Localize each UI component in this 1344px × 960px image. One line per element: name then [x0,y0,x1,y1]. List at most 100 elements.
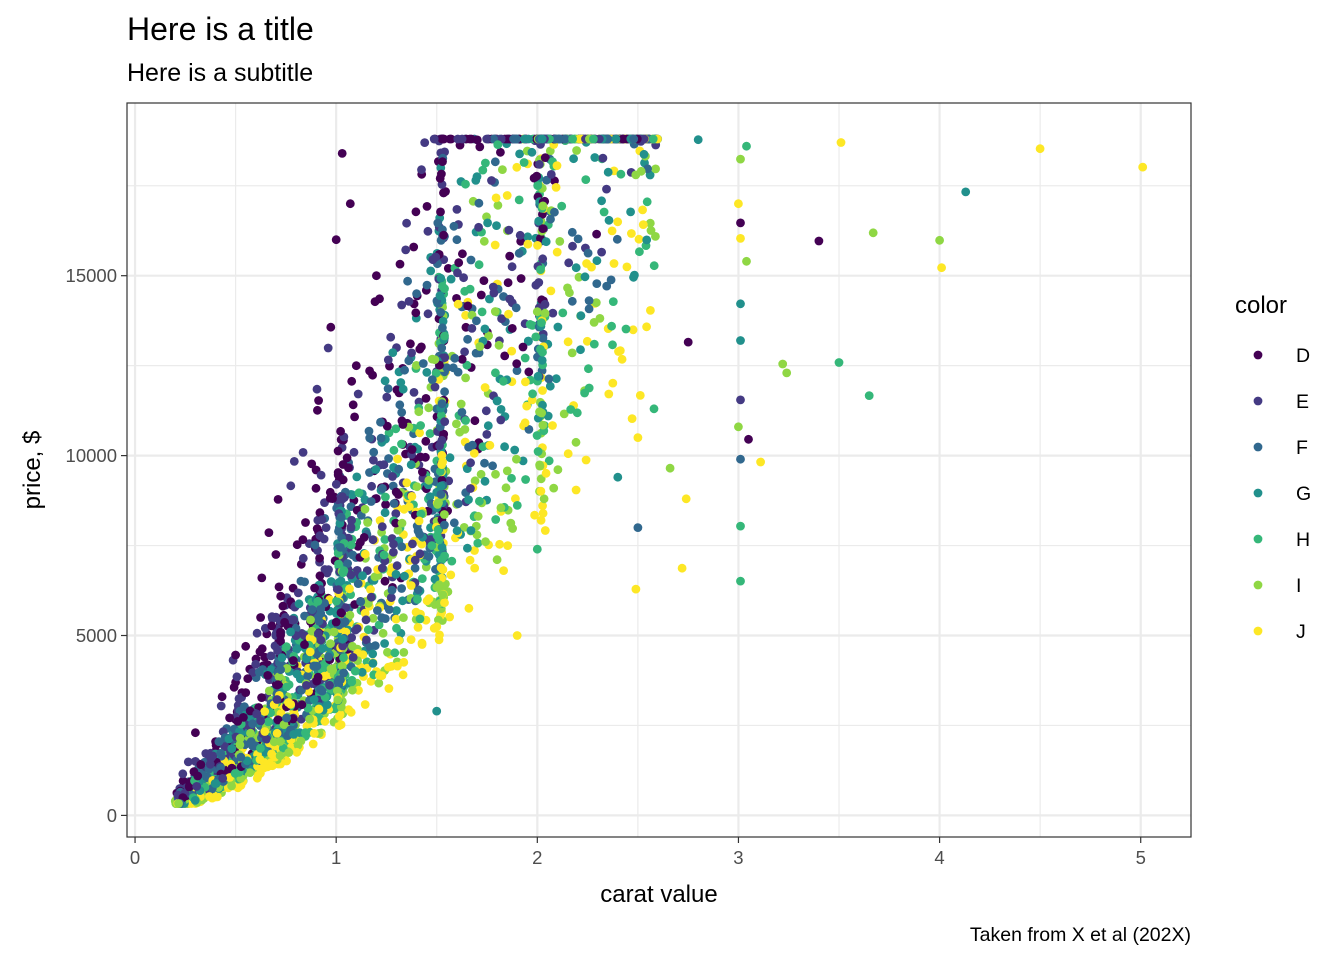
data-point [478,442,488,452]
data-point [398,670,408,680]
data-point [333,470,343,480]
data-point [338,460,348,469]
legend-key-I [1253,580,1263,590]
data-point [814,236,824,246]
data-point [452,419,461,429]
data-point [520,353,530,363]
data-point [482,430,492,439]
legend: color D E F G H I J [1235,292,1311,643]
legend-label-I: I [1296,575,1301,597]
data-point [376,433,386,443]
legend-label-E: E [1296,391,1309,413]
data-point [631,584,641,594]
data-point [395,259,405,269]
data-point [236,752,246,762]
data-point [649,261,659,271]
data-point [500,351,510,361]
data-point [651,164,660,174]
data-point [320,716,330,726]
data-point [400,571,409,581]
data-point [294,599,304,609]
data-point [362,635,371,645]
data-point [256,613,265,622]
data-point [415,529,424,539]
data-point [382,392,392,402]
data-point [546,214,555,224]
data-point [608,378,618,388]
data-point [348,641,357,651]
data-point [352,624,362,633]
data-point [464,603,474,613]
data-point [366,585,375,594]
data-point [396,378,406,387]
data-point [416,509,426,519]
data-point [436,563,446,573]
data-point [592,229,601,239]
data-point [736,299,745,309]
data-point [463,543,472,553]
data-point [538,386,547,395]
data-point [358,650,368,659]
data-point [368,649,378,659]
data-point [452,205,462,214]
data-point [498,376,508,386]
data-point [613,472,623,482]
data-point [519,158,529,167]
data-point [442,363,452,373]
data-point [553,322,563,332]
data-point [279,720,289,729]
data-point [232,672,242,682]
data-point [399,648,409,657]
data-point [340,617,350,627]
data-point [414,516,424,526]
data-point [415,549,425,559]
data-point [573,234,583,244]
data-point [421,394,431,403]
x-axis-title: carat value [600,881,717,908]
data-point [397,518,407,528]
data-point [552,161,562,171]
x-tick-label: 4 [934,847,944,868]
data-point [466,134,476,144]
data-point [363,518,372,527]
data-point [607,226,617,236]
data-point [583,248,593,258]
data-point [315,553,324,563]
data-point [257,693,266,702]
data-point [413,623,423,632]
data-point [383,384,393,393]
data-point [369,447,379,457]
data-point [736,576,745,586]
data-point [472,316,481,326]
data-point [937,263,946,273]
data-point [260,707,270,716]
data-point [607,321,616,331]
data-point [505,251,515,261]
data-point [425,429,435,438]
data-point [503,541,513,550]
data-point [267,621,277,631]
data-point [434,580,444,590]
data-point [282,682,292,692]
data-point [834,358,844,367]
data-point [416,421,425,430]
data-point [424,594,434,604]
data-point [435,441,444,451]
data-point [525,320,535,329]
data-point [339,653,348,663]
data-point [538,420,548,430]
data-point [336,608,346,618]
data-point [349,447,359,457]
data-point [360,549,370,559]
data-point [533,371,543,381]
data-point [417,574,427,583]
data-point [480,458,489,468]
data-point [366,497,376,506]
y-tick-label: 5000 [76,625,117,646]
data-point [538,400,547,410]
data-point [744,434,753,444]
legend-label-F: F [1296,437,1308,459]
data-point [540,299,550,309]
data-point [546,170,556,179]
data-point [424,552,434,561]
